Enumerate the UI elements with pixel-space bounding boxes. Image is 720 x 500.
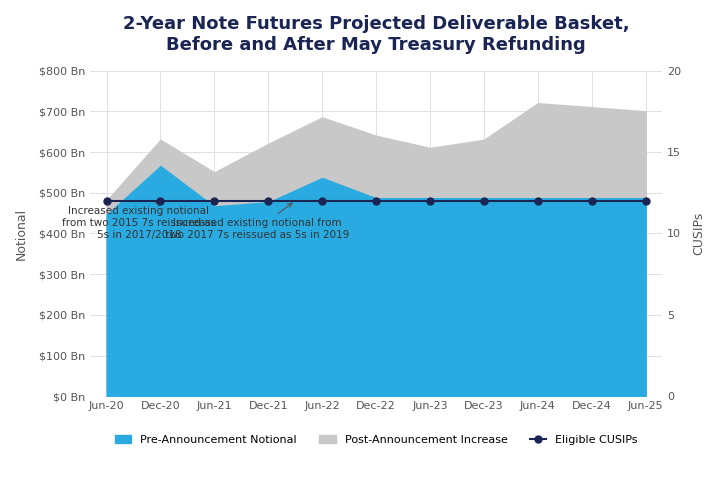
Title: 2-Year Note Futures Projected Deliverable Basket,
Before and After May Treasury : 2-Year Note Futures Projected Deliverabl… [123,15,629,54]
Y-axis label: CUSIPs: CUSIPs [692,212,705,255]
Y-axis label: Notional: Notional [15,208,28,260]
Text: Increased existing notional from
two 2017 7s reissued as 5s in 2019: Increased existing notional from two 201… [166,204,350,240]
Text: Increased existing notional
from two 2015 7s reissued as
5s in 2017/2018: Increased existing notional from two 201… [62,202,216,239]
Legend: Pre-Announcement Notional, Post-Announcement Increase, Eligible CUSIPs: Pre-Announcement Notional, Post-Announce… [110,430,642,450]
